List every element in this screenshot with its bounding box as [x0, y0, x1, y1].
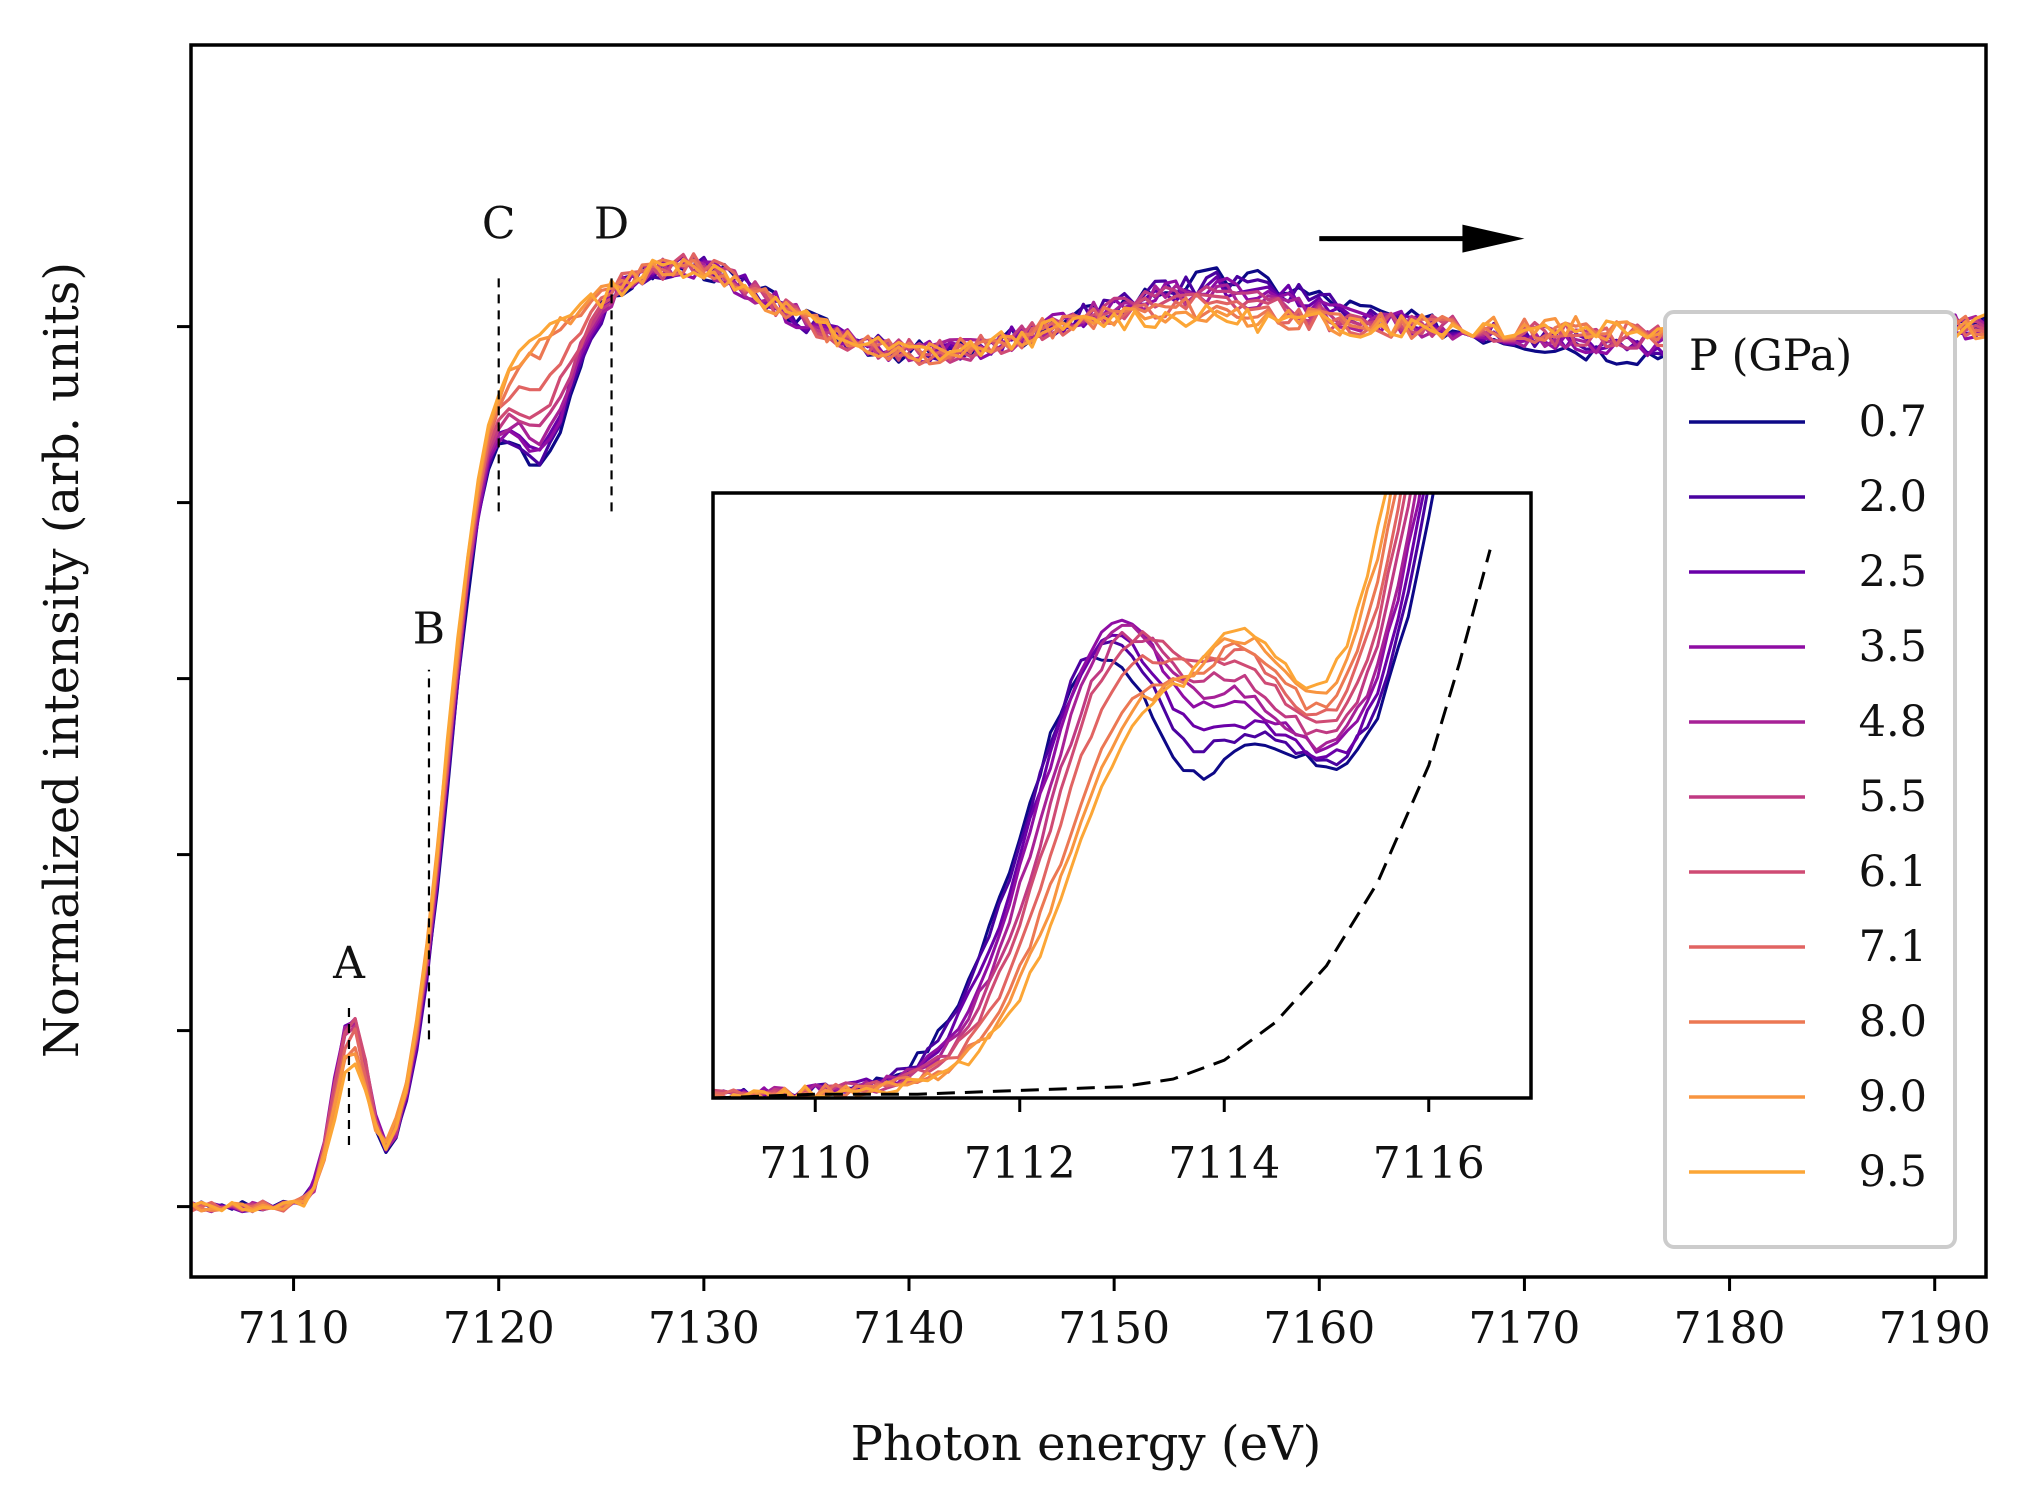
inset-series-group	[713, 493, 1492, 1098]
inset-x-tick-label: 7114	[1168, 1138, 1280, 1189]
x-tick-label: 7190	[1879, 1303, 1991, 1354]
x-tick-label: 7150	[1058, 1303, 1170, 1354]
legend-entry-9.5: 9.5	[1859, 1147, 1927, 1197]
legend-entry-7.1: 7.1	[1859, 922, 1927, 972]
legend-entry-9.0: 9.0	[1859, 1072, 1927, 1122]
x-axis-label: Photon energy (eV)	[851, 1416, 1322, 1472]
inset-series-line-8.0	[713, 493, 1398, 1098]
x-tick-label: 7170	[1468, 1303, 1580, 1354]
inset-axes-frame	[711, 491, 1533, 1100]
legend-entry-0.7: 0.7	[1859, 397, 1927, 447]
y-axis-label: Normalized intensity (arb. units)	[34, 262, 90, 1058]
x-tick-label: 7130	[648, 1303, 760, 1354]
x-tick-label: 7180	[1674, 1303, 1786, 1354]
main-plot-area: A B C D 7110 7120 7130 7140 7150 7160 7170 7180 7190	[177, 43, 1991, 1354]
inset-x-tick-label: 7110	[759, 1138, 871, 1189]
inset-plot-area: 7110 7112 7114 7116	[711, 491, 1533, 1189]
inset-series-line-5.5	[726, 493, 1413, 1098]
pressure-arrow-head	[1462, 224, 1525, 253]
marker-label-b: B	[413, 603, 445, 654]
legend-entry-3.5: 3.5	[1859, 622, 1927, 672]
inset-background	[713, 493, 1531, 1098]
marker-label-c: C	[482, 199, 516, 250]
x-tick-label: 7120	[443, 1303, 555, 1354]
legend-box	[1663, 310, 1957, 1249]
main-axes-frame	[189, 43, 1988, 1279]
x-tick-label: 7160	[1263, 1303, 1375, 1354]
inset-x-tick-label: 7112	[964, 1138, 1076, 1189]
legend-entry-2.5: 2.5	[1859, 547, 1927, 597]
legend-entry-6.1: 6.1	[1859, 847, 1927, 897]
inset-series-line-9.5	[713, 493, 1388, 1098]
legend: P (GPa)0.7 2.0 2.5 3.5 4.8 5.5 6.1 7.1 8.0 9.0 9.5	[1663, 310, 1957, 1249]
x-tick-label: 7110	[238, 1303, 350, 1354]
legend-entry-8.0: 8.0	[1859, 997, 1927, 1047]
x-tick-label: 7140	[853, 1303, 965, 1354]
legend-entry-2.0: 2.0	[1859, 472, 1927, 522]
legend-entry-4.8: 4.8	[1859, 697, 1927, 747]
inset-baseline-curve	[713, 549, 1492, 1098]
legend-title: P (GPa)	[1689, 331, 1852, 381]
marker-label-a: A	[332, 938, 366, 989]
marker-label-d: D	[594, 199, 629, 250]
inset-x-tick-label: 7116	[1373, 1138, 1485, 1189]
legend-entry-5.5: 5.5	[1859, 772, 1927, 822]
